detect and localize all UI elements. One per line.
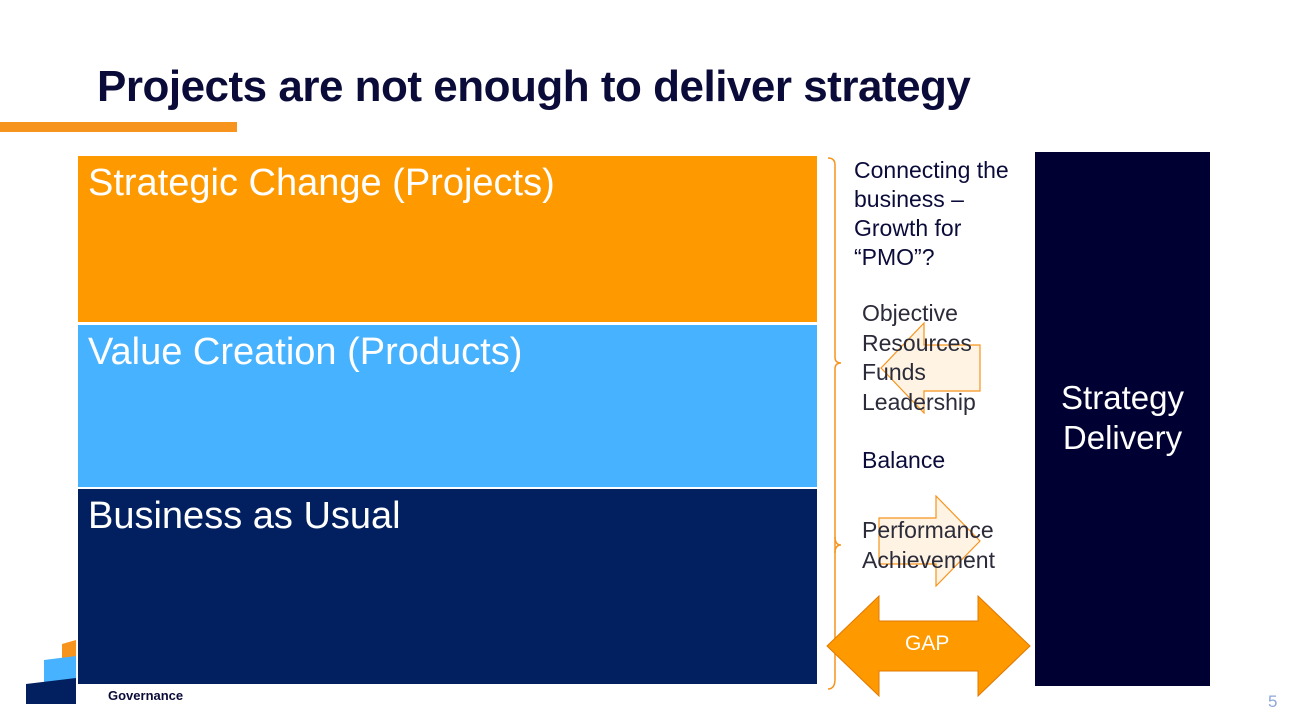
logo-text-line: Governance xyxy=(108,688,184,703)
list-item: Resources xyxy=(862,329,972,356)
page-number: 5 xyxy=(1268,692,1278,711)
company-logo-icon xyxy=(26,640,76,704)
list-item: Objective xyxy=(862,300,958,326)
logo-text: Governance xyxy=(108,689,183,703)
right-brace-icon xyxy=(827,157,842,690)
left-arrow-icon xyxy=(880,322,981,414)
strategy-delivery-label: Strategy Delivery xyxy=(1035,378,1210,458)
band-strategic-change: Strategic Change (Projects) xyxy=(78,156,817,322)
gap-label: GAP xyxy=(905,632,950,655)
output-list: Performance Achievement xyxy=(862,516,995,575)
strategy-line: Strategy xyxy=(1061,379,1184,416)
band-label: Strategic Change (Projects) xyxy=(88,162,555,204)
right-arrow-icon xyxy=(878,495,981,587)
connecting-text: Connecting the business – Growth for “PM… xyxy=(854,157,1009,270)
title-accent-bar xyxy=(0,122,237,132)
slide-title: Projects are not enough to deliver strat… xyxy=(97,62,971,111)
band-value-creation: Value Creation (Products) xyxy=(78,325,817,487)
band-label: Business as Usual xyxy=(88,495,401,537)
list-item: Performance xyxy=(862,517,994,543)
strategy-line: Delivery xyxy=(1062,419,1183,456)
input-list: Objective Resources Funds Leadership xyxy=(862,299,976,417)
band-business-as-usual: Business as Usual xyxy=(78,489,817,684)
list-item: Funds xyxy=(862,359,926,385)
balance-label: Balance xyxy=(862,447,946,473)
list-item: Leadership xyxy=(862,388,976,415)
list-item: Achievement xyxy=(862,546,995,573)
gap-double-arrow-icon xyxy=(826,595,1031,697)
strategy-delivery-box: Strategy Delivery xyxy=(1035,152,1210,686)
band-label: Value Creation (Products) xyxy=(88,331,523,373)
